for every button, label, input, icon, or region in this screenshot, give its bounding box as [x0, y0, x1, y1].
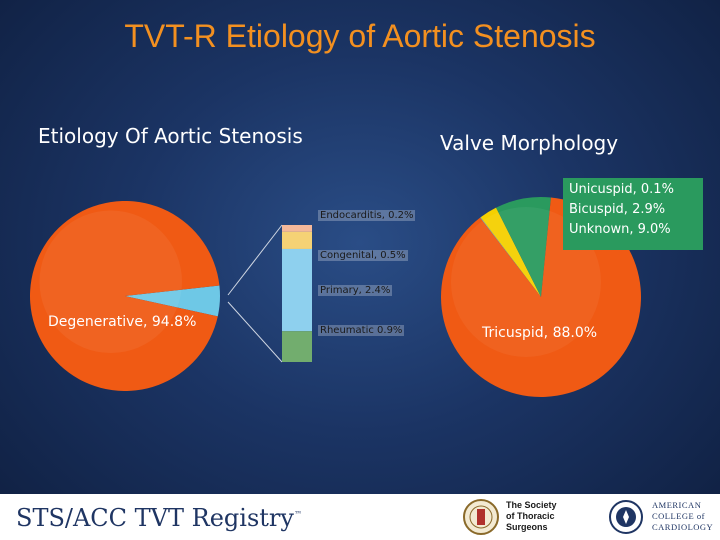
congenital-label: Congenital, 0.5%: [318, 250, 408, 261]
morphology-callout: Unicuspid, 0.1% Bicuspid, 2.9% Unknown, …: [563, 178, 703, 250]
registry-name: STS/ACC TVT Registry: [16, 504, 294, 532]
pie-slice-degenerative: [29, 200, 220, 391]
breakdown-segment-endocarditis: [282, 225, 312, 232]
etiology-chart-title: Etiology Of Aortic Stenosis: [38, 124, 303, 148]
endocarditis-label: Endocarditis, 0.2%: [318, 210, 416, 221]
primary-label: Primary, 2.4%: [318, 285, 393, 296]
tricuspid-label: Tricuspid, 88.0%: [482, 325, 598, 341]
etiology-breakdown-bar: [282, 225, 312, 362]
acc-logo-text: AMERICAN COLLEGE of CARDIOLOGY: [652, 500, 713, 533]
pie-slice-other: [125, 285, 220, 317]
charts-canvas: [29, 197, 641, 398]
acc-seal-icon: [609, 500, 643, 534]
connector-line-top: [227, 224, 283, 296]
sts-line: The Society: [506, 500, 557, 510]
connector-line-bottom: [227, 301, 283, 363]
footer-bar: STS/ACC TVT Registry™ The Society of Tho…: [0, 494, 720, 540]
sts-line: of Thoracic: [506, 511, 555, 521]
breakdown-segment-congenital: [282, 231, 312, 249]
trademark-mark: ™: [293, 510, 302, 519]
unicuspid-label: Unicuspid, 0.1%: [569, 182, 674, 197]
breakdown-connector: [227, 224, 283, 363]
morphology-chart-title: Valve Morphology: [440, 131, 619, 155]
breakdown-segment-primary: [282, 248, 312, 332]
unknown-label: Unknown, 9.0%: [569, 222, 671, 237]
pie-highlight: [39, 210, 182, 353]
sts-seal-icon: [463, 499, 499, 535]
pie-slice-bicuspid: [480, 207, 541, 297]
pie-slice-unknown: [496, 197, 551, 297]
breakdown-segment-rheumatic: [282, 331, 312, 362]
acc-line: COLLEGE of: [652, 511, 705, 521]
bicuspid-label: Bicuspid, 2.9%: [569, 202, 666, 217]
slide-title: TVT-R Etiology of Aortic Stenosis: [124, 18, 596, 54]
sts-logo-text: The Society of Thoracic Surgeons: [506, 500, 557, 533]
rheumatic-label: Rheumatic 0.9%: [318, 325, 405, 336]
registry-logo: STS/ACC TVT Registry™: [16, 504, 302, 532]
etiology-pie: [29, 200, 220, 391]
pie-slice-unicuspid: [480, 217, 541, 297]
acc-line: AMERICAN: [652, 500, 702, 510]
degenerative-label: Degenerative, 94.8%: [48, 314, 197, 330]
sts-line: Surgeons: [506, 522, 548, 532]
acc-line: CARDIOLOGY: [652, 522, 714, 532]
